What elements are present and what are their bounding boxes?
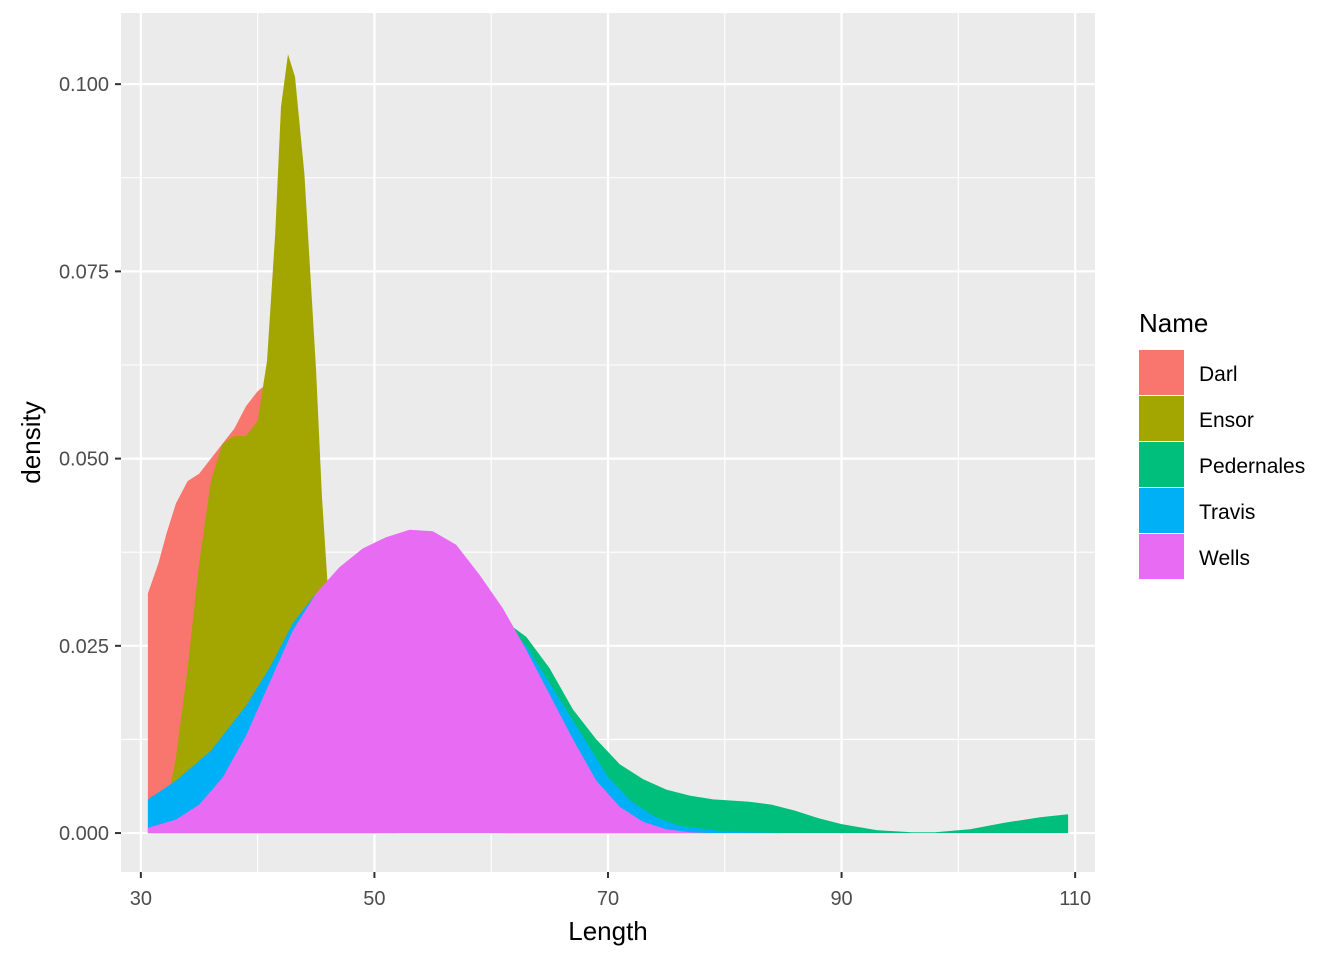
density-area-ensor (147, 54, 398, 834)
density-area-wells (147, 529, 714, 834)
y-tick-label: 0.075 (59, 261, 109, 283)
legend-title: Name (1139, 308, 1208, 338)
legend-label-darl: Darl (1199, 363, 1238, 386)
legend-label-travis: Travis (1199, 501, 1255, 524)
x-tick-label: 30 (130, 888, 152, 910)
y-tick-label: 0.100 (59, 74, 109, 96)
density-area-pedernales (502, 619, 1069, 834)
legend-label-pedernales: Pedernales (1199, 455, 1305, 478)
x-axis-title: Length (568, 916, 648, 946)
legend-key-travis (1139, 488, 1184, 533)
legend-key-darl (1139, 350, 1184, 395)
density-areas (147, 54, 1069, 834)
legend: Name Darl Ensor Pedernales Travis Wells (1139, 308, 1305, 579)
legend-key-pedernales (1139, 442, 1184, 487)
legend-key-ensor (1139, 396, 1184, 441)
y-tick-label: 0.025 (59, 636, 109, 658)
x-tick-label: 70 (597, 888, 619, 910)
x-axis-ticks: 30 50 70 90 110 (130, 872, 1091, 910)
x-tick-label: 110 (1059, 888, 1091, 910)
y-tick-label: 0.000 (59, 823, 109, 845)
legend-label-wells: Wells (1199, 547, 1250, 570)
x-tick-label: 50 (363, 888, 385, 910)
x-tick-label: 90 (830, 888, 852, 910)
legend-key-wells (1139, 534, 1184, 579)
y-axis-ticks: 0.000 0.025 0.050 0.075 0.100 (59, 74, 121, 845)
legend-label-ensor: Ensor (1199, 409, 1254, 432)
y-axis-title: density (16, 401, 46, 483)
y-tick-label: 0.050 (59, 449, 109, 471)
